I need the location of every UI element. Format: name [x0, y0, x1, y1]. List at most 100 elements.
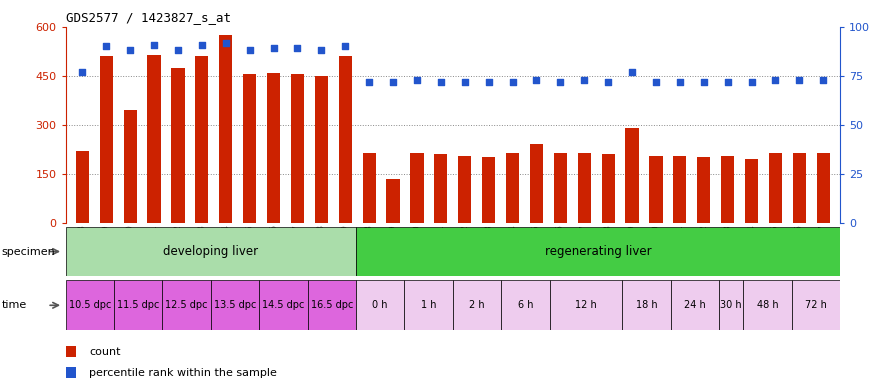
- Bar: [259, 280, 308, 330]
- Bar: [410, 152, 424, 223]
- Text: 11.5 dpc: 11.5 dpc: [117, 300, 159, 310]
- Bar: [219, 35, 233, 223]
- Text: 24 h: 24 h: [684, 300, 705, 310]
- Point: [649, 79, 663, 85]
- Bar: [356, 280, 404, 330]
- Bar: [387, 179, 400, 223]
- Bar: [697, 157, 710, 223]
- Point: [410, 77, 424, 83]
- Bar: [123, 110, 136, 223]
- Bar: [458, 156, 472, 223]
- Point: [553, 79, 567, 85]
- Point: [290, 45, 304, 51]
- Bar: [626, 128, 639, 223]
- Text: 12 h: 12 h: [575, 300, 597, 310]
- Point: [171, 47, 185, 53]
- Text: time: time: [2, 300, 27, 310]
- Point: [339, 43, 353, 50]
- Text: 72 h: 72 h: [805, 300, 827, 310]
- Text: 1 h: 1 h: [421, 300, 437, 310]
- Bar: [339, 56, 352, 223]
- Bar: [453, 280, 501, 330]
- Bar: [670, 280, 719, 330]
- Point: [601, 79, 615, 85]
- Text: 12.5 dpc: 12.5 dpc: [165, 300, 208, 310]
- Text: percentile rank within the sample: percentile rank within the sample: [89, 368, 277, 378]
- Bar: [114, 280, 163, 330]
- Point: [219, 40, 233, 46]
- Bar: [195, 56, 208, 223]
- Text: 2 h: 2 h: [469, 300, 485, 310]
- Point: [768, 77, 782, 83]
- Bar: [793, 152, 806, 223]
- Point: [481, 79, 495, 85]
- Point: [99, 43, 113, 50]
- Point: [506, 79, 520, 85]
- Point: [578, 77, 592, 83]
- Bar: [267, 73, 280, 223]
- Text: 18 h: 18 h: [635, 300, 657, 310]
- Point: [816, 77, 830, 83]
- Bar: [66, 367, 76, 378]
- Bar: [602, 154, 615, 223]
- Bar: [506, 152, 519, 223]
- Bar: [550, 280, 622, 330]
- Bar: [404, 280, 453, 330]
- Bar: [721, 156, 734, 223]
- Bar: [578, 152, 591, 223]
- Point: [529, 77, 543, 83]
- Bar: [163, 280, 211, 330]
- Text: count: count: [89, 347, 121, 357]
- Bar: [649, 156, 662, 223]
- Point: [721, 79, 735, 85]
- Bar: [434, 154, 447, 223]
- Bar: [66, 346, 76, 357]
- Text: GDS2577 / 1423827_s_at: GDS2577 / 1423827_s_at: [66, 11, 231, 24]
- Bar: [530, 144, 543, 223]
- Text: 6 h: 6 h: [518, 300, 533, 310]
- Point: [123, 47, 137, 53]
- Point: [195, 41, 209, 48]
- Bar: [745, 159, 758, 223]
- Bar: [148, 55, 161, 223]
- Text: developing liver: developing liver: [164, 245, 258, 258]
- Text: 16.5 dpc: 16.5 dpc: [311, 300, 353, 310]
- Text: regenerating liver: regenerating liver: [545, 245, 651, 258]
- Bar: [356, 227, 840, 276]
- Bar: [211, 280, 259, 330]
- Bar: [243, 74, 256, 223]
- Text: 48 h: 48 h: [757, 300, 778, 310]
- Bar: [482, 157, 495, 223]
- Bar: [501, 280, 550, 330]
- Point: [147, 41, 161, 48]
- Bar: [554, 152, 567, 223]
- Text: specimen: specimen: [2, 247, 55, 257]
- Point: [386, 79, 400, 85]
- Bar: [290, 74, 304, 223]
- Text: 13.5 dpc: 13.5 dpc: [214, 300, 256, 310]
- Bar: [622, 280, 670, 330]
- Bar: [66, 280, 114, 330]
- Bar: [743, 280, 792, 330]
- Point: [242, 47, 256, 53]
- Bar: [792, 280, 840, 330]
- Text: 10.5 dpc: 10.5 dpc: [68, 300, 111, 310]
- Point: [625, 69, 639, 75]
- Point: [267, 45, 281, 51]
- Text: 14.5 dpc: 14.5 dpc: [262, 300, 304, 310]
- Point: [793, 77, 807, 83]
- Bar: [66, 227, 356, 276]
- Point: [673, 79, 687, 85]
- Point: [434, 79, 448, 85]
- Point: [458, 79, 472, 85]
- Text: 0 h: 0 h: [373, 300, 388, 310]
- Bar: [172, 68, 185, 223]
- Bar: [673, 156, 687, 223]
- Point: [314, 47, 328, 53]
- Bar: [76, 151, 89, 223]
- Text: 30 h: 30 h: [720, 300, 742, 310]
- Bar: [315, 76, 328, 223]
- Bar: [362, 152, 375, 223]
- Bar: [308, 280, 356, 330]
- Bar: [100, 56, 113, 223]
